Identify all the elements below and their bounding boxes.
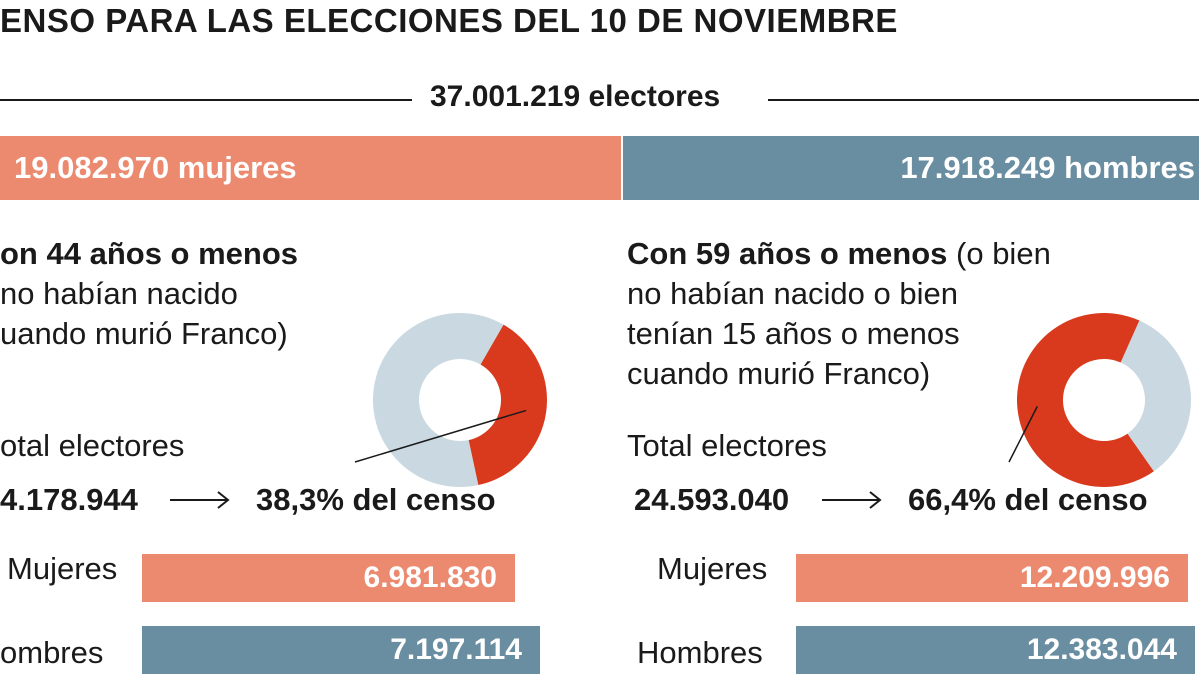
page-title: ENSO PARA LAS ELECCIONES DEL 10 DE NOVIE… [0, 2, 898, 39]
right-men-bar: 12.383.044 [796, 626, 1195, 674]
right-women-bar: 12.209.996 [796, 554, 1188, 602]
right-men-label: Hombres [637, 635, 763, 670]
men-band-label: 17.918.249 hombres [900, 150, 1195, 185]
left-donut-chart [354, 313, 547, 487]
right-women-value: 12.209.996 [1019, 561, 1170, 594]
right-line-3: cuando murió Franco) [627, 356, 931, 391]
right-arrow-icon [822, 491, 882, 509]
left-total-value: 4.178.944 [0, 482, 138, 517]
left-donut-leader-line [354, 409, 527, 463]
right-heading: Con 59 años o menos (o bien [627, 234, 1051, 274]
men-band: 17.918.249 hombres [623, 136, 1199, 200]
left-total-label: otal electores [0, 428, 185, 463]
left-men-label: ombres [0, 635, 104, 670]
left-line-2: uando murió Franco) [0, 316, 288, 351]
divider-left [0, 99, 412, 101]
right-total-value: 24.593.040 [634, 482, 790, 517]
right-men-value: 12.383.044 [1026, 633, 1177, 666]
left-line-1: no habían nacido [0, 276, 238, 311]
right-donut-leader-line [1008, 406, 1038, 463]
right-pct: 66,4% del censo [908, 482, 1148, 517]
left-women-value: 6.981.830 [363, 561, 497, 594]
left-women-bar: 6.981.830 [142, 554, 515, 602]
right-donut-chart [1008, 313, 1191, 487]
left-pct: 38,3% del censo [256, 482, 496, 517]
women-band-label: 19.082.970 mujeres [14, 150, 297, 185]
right-total-label: Total electores [627, 428, 827, 463]
left-arrow-icon [170, 491, 230, 509]
right-heading-rest: (o bien [947, 236, 1051, 271]
women-band: 19.082.970 mujeres [0, 136, 621, 200]
right-heading-bold: Con 59 años o menos [627, 236, 948, 271]
left-men-bar: 7.197.114 [142, 626, 540, 674]
left-men-value: 7.197.114 [390, 633, 522, 666]
left-donut-slice-highlight [468, 324, 547, 486]
divider-right [768, 99, 1199, 101]
right-donut-slice-rest [1120, 320, 1191, 472]
left-women-label: Mujeres [7, 551, 118, 586]
left-donut-slice-rest [373, 313, 504, 487]
right-donut-slice-highlight [1017, 313, 1154, 487]
right-line-1: no habían nacido o bien [627, 276, 958, 311]
right-women-label: Mujeres [657, 551, 768, 586]
left-heading-bold: on 44 años o menos [0, 236, 299, 271]
right-line-2: tenían 15 años o menos [627, 316, 960, 351]
total-electors: 37.001.219 electores [430, 80, 721, 113]
left-heading: on 44 años o menos [0, 234, 298, 274]
